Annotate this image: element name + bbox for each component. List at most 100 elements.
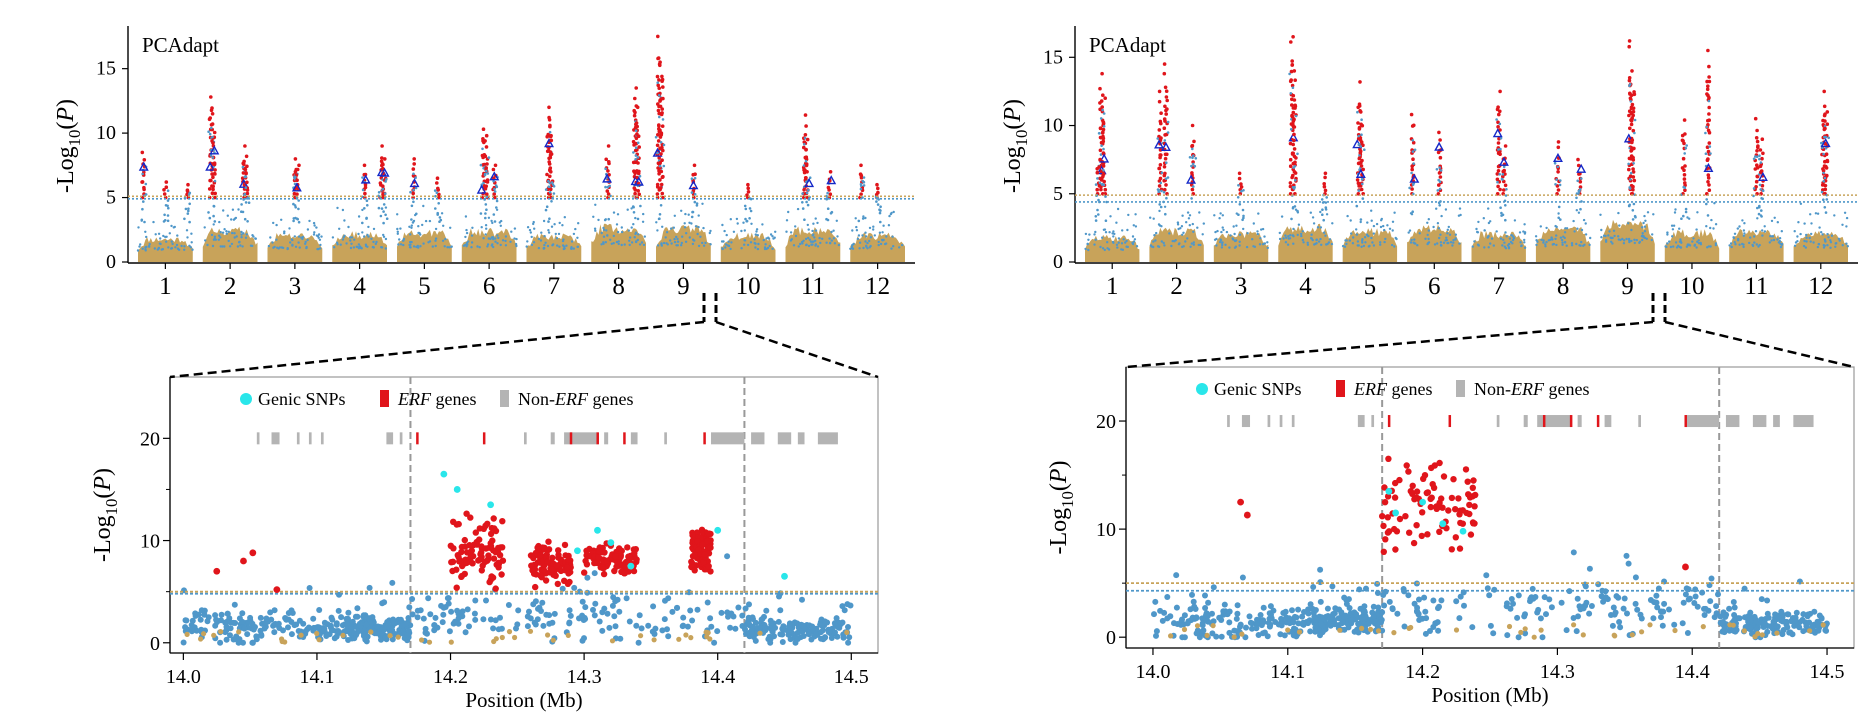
significant-snp <box>657 123 661 127</box>
significant-snp <box>1358 149 1363 153</box>
significant-snp <box>545 538 552 545</box>
significant-snp <box>213 567 221 575</box>
snp-point <box>1821 233 1824 236</box>
snp-point <box>864 231 867 234</box>
snp-point <box>730 241 733 244</box>
snp-point <box>879 220 882 224</box>
snp-point <box>291 243 294 246</box>
snp-point <box>483 597 489 604</box>
snp-point <box>347 225 350 229</box>
snp-point <box>1559 218 1562 221</box>
snp-point <box>1222 228 1225 232</box>
snp-point <box>1763 230 1767 233</box>
snp-point <box>1610 240 1613 243</box>
snp-point <box>492 617 499 624</box>
snp-point <box>242 232 245 235</box>
snp-point <box>1221 241 1224 245</box>
snp-point <box>197 616 204 623</box>
significant-snp <box>689 532 696 539</box>
snp-point <box>1483 229 1486 232</box>
snp-point <box>1286 243 1290 246</box>
significant-snp <box>1190 171 1194 175</box>
snp-point <box>480 226 483 229</box>
significant-snp <box>210 191 215 195</box>
snp-point <box>802 239 805 242</box>
snp-point <box>366 615 373 622</box>
snp-point <box>1266 246 1270 250</box>
snp-point <box>1157 245 1161 248</box>
snp-point <box>1679 238 1682 241</box>
significant-snp <box>489 574 497 581</box>
snp-point <box>1499 147 1502 151</box>
significant-snp <box>545 134 549 139</box>
snp-point <box>690 215 694 219</box>
snp-point <box>335 607 342 614</box>
snp-point <box>808 238 811 241</box>
snp-point <box>418 231 421 235</box>
snp-point <box>1116 246 1119 249</box>
x-tick-label: 14.0 <box>166 666 201 688</box>
snp-point <box>561 224 564 227</box>
snp-point <box>803 218 806 221</box>
significant-snp <box>1359 164 1364 168</box>
snp-point <box>1179 616 1185 623</box>
snp-point <box>163 213 166 217</box>
snp-point <box>305 245 308 249</box>
snp-point <box>561 244 565 247</box>
snp-point <box>1312 628 1319 635</box>
snp-point <box>1251 238 1254 241</box>
snp-point <box>374 242 377 246</box>
legend-italic: ERF <box>1353 379 1388 399</box>
snp-point <box>204 618 211 625</box>
snp-point <box>540 231 543 234</box>
snp-point <box>275 620 282 627</box>
snp-point <box>444 237 447 241</box>
genic-snp <box>1439 520 1447 528</box>
background-snp <box>1807 628 1813 634</box>
snp-point <box>1233 615 1240 622</box>
significant-snp <box>1683 181 1687 185</box>
non-erf-gene <box>751 432 765 445</box>
snp-point <box>540 622 547 629</box>
snp-point <box>1674 241 1678 244</box>
snp-point <box>1300 232 1303 236</box>
chromosome-label: 12 <box>1808 273 1833 300</box>
snp-point <box>1256 232 1260 236</box>
snp-point <box>139 243 142 246</box>
snp-point <box>652 625 659 632</box>
snp-point <box>1324 201 1328 204</box>
significant-snp <box>1098 176 1102 181</box>
snp-point <box>450 245 453 248</box>
significant-snp <box>660 107 664 111</box>
snp-point <box>479 163 483 167</box>
snp-point <box>632 211 636 214</box>
snp-point <box>1732 236 1735 239</box>
snp-point <box>1199 622 1206 629</box>
snp-point <box>1550 236 1553 239</box>
snp-point <box>1384 237 1387 241</box>
snp-point <box>1752 616 1759 623</box>
snp-point <box>879 205 882 208</box>
snp-point <box>709 243 712 246</box>
snp-point <box>1101 247 1105 250</box>
significant-snp <box>249 549 257 557</box>
snp-point <box>562 238 565 241</box>
snp-point <box>1156 137 1159 140</box>
snp-point <box>1434 619 1441 626</box>
significant-snp <box>1409 482 1416 489</box>
background-snp <box>545 632 551 638</box>
significant-snp <box>1755 139 1760 144</box>
significant-snp <box>606 169 610 173</box>
snp-point <box>449 226 452 229</box>
chromosome-label: 6 <box>483 273 496 300</box>
snp-point <box>1413 238 1416 241</box>
snp-point <box>166 219 170 223</box>
snp-point <box>1359 145 1362 148</box>
significant-snp <box>660 111 664 115</box>
snp-point <box>318 247 322 250</box>
snp-point <box>1733 232 1737 235</box>
snp-point <box>1522 230 1525 233</box>
snp-point <box>1563 231 1567 234</box>
ylabel-part: ) <box>53 99 79 107</box>
snp-point <box>1345 242 1348 246</box>
